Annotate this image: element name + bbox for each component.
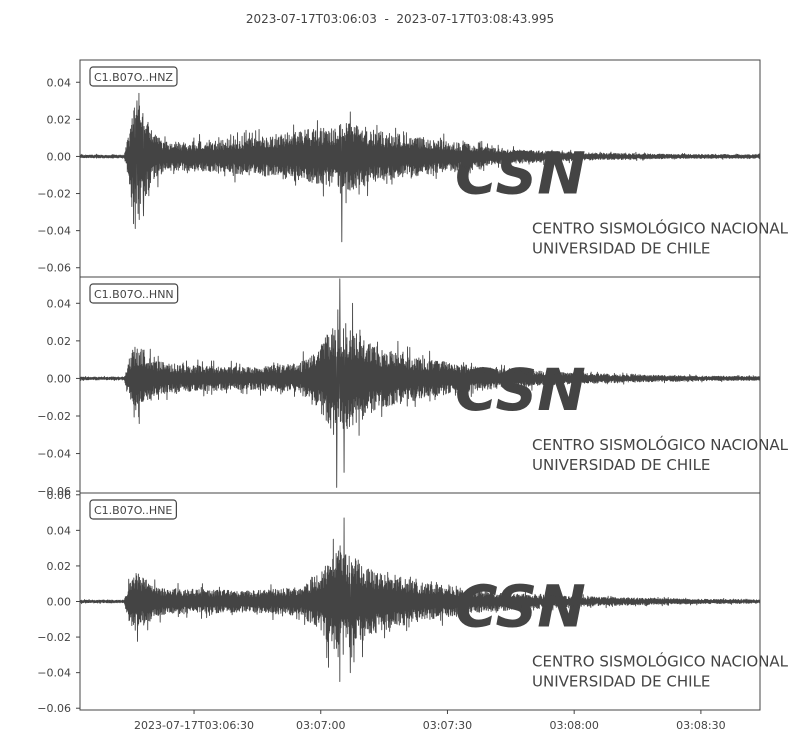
waveform-trace (79, 278, 761, 488)
y-tick-label: 0.00 (47, 596, 72, 609)
watermark-2: CSN CENTRO SISMOLÓGICO NACIONAL UNIVERSIDA… (455, 356, 789, 474)
waveform-trace (79, 92, 761, 243)
watermark-logo: CSN (455, 356, 586, 424)
x-tick-label: 03:07:00 (296, 719, 345, 732)
y-tick-label: 0.04 (47, 297, 72, 310)
trace-panel-2: CSN CENTRO SISMOLÓGICO NACIONAL UNIVERSIDA… (37, 276, 789, 498)
y-tick-label: 0.00 (47, 372, 72, 385)
watermark-line-1: CENTRO SISMOLÓGICO NACIONAL (532, 219, 789, 238)
x-tick-label: 03:08:30 (676, 719, 725, 732)
channel-label: C1.B07O..HNZ (89, 66, 178, 87)
y-tick-label: −0.02 (37, 188, 71, 201)
y-tick-label: −0.06 (37, 485, 71, 498)
y-tick-label: −0.06 (37, 702, 71, 715)
watermark-line-1: CENTRO SISMOLÓGICO NACIONAL (532, 652, 789, 671)
x-tick-label: 2023-07-17T03:06:30 (134, 719, 254, 732)
channel-label-text: C1.B07O..HNE (94, 504, 172, 517)
figure-title: 2023-07-17T03:06:03 - 2023-07-17T03:08:4… (245, 12, 555, 26)
x-tick-label: 03:08:00 (549, 719, 598, 732)
y-tick-label: 0.04 (47, 76, 72, 89)
watermark-line-2: UNIVERSIDAD DE CHILE (532, 240, 710, 258)
y-tick-label: −0.06 (37, 262, 71, 275)
channel-label-text: C1.B07O..HNZ (94, 71, 173, 84)
channel-label-box (89, 499, 177, 520)
channel-label-box (89, 66, 178, 87)
channel-label: C1.B07O..HNE (89, 499, 177, 520)
y-tick-label: 0.06 (47, 489, 72, 502)
y-tick-label: −0.04 (37, 225, 71, 238)
x-tick-label: 03:07:30 (423, 719, 472, 732)
watermark-line-2: UNIVERSIDAD DE CHILE (532, 673, 710, 691)
y-tick-label: −0.04 (37, 667, 71, 680)
watermark-line-2: UNIVERSIDAD DE CHILE (532, 456, 710, 474)
y-tick-label: 0.02 (47, 335, 72, 348)
channel-label-box (89, 283, 179, 304)
y-tick-label: 0.00 (47, 150, 72, 163)
y-tick-label: −0.02 (37, 631, 71, 644)
watermark-line-1: CENTRO SISMOLÓGICO NACIONAL (532, 435, 789, 454)
channel-label-text: C1.B07O..HNN (94, 288, 174, 301)
y-tick-label: 0.02 (47, 113, 72, 126)
y-tick-label: −0.04 (37, 448, 71, 461)
y-tick-label: 0.02 (47, 560, 72, 573)
channel-label: C1.B07O..HNN (89, 283, 179, 304)
y-tick-label: 0.04 (47, 524, 72, 537)
y-tick-label: −0.02 (37, 410, 71, 423)
panels: CSN CENTRO SISMOLÓGICO NACIONAL UNIVERSIDA… (37, 59, 789, 732)
waveform-trace (79, 517, 761, 682)
